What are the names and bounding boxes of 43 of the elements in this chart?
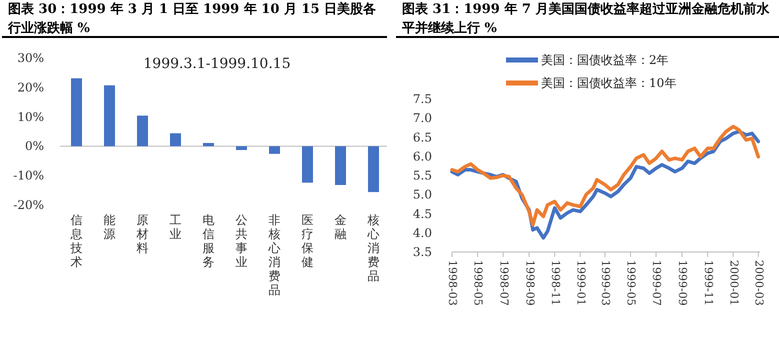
- x-tick-label: 核心消费品: [366, 213, 380, 283]
- x-tick-label: 2000-03: [752, 260, 766, 306]
- x-tick-label: 工业: [170, 213, 182, 241]
- chart-title: 图表 30：1999 年 3 月 1 日至 1999 年 10 月 15 日美股各行业涨跌幅 %: [2, 0, 387, 38]
- y-tick-label: 10%: [17, 110, 44, 124]
- x-tick-label: 能源: [104, 213, 116, 241]
- x-tick-label: 信息技术: [70, 213, 82, 269]
- annotation: 1999.3.1-1999.10.15: [143, 56, 291, 72]
- x-tick-label: 1999-03: [599, 260, 612, 306]
- y-tick-label: 7.0: [412, 111, 432, 126]
- y-tick-label: 4.5: [412, 206, 432, 221]
- x-tick-label: 1999-05: [624, 260, 638, 306]
- y-tick-label: 5.5: [412, 168, 432, 182]
- y-tick-label: 6.5: [412, 130, 432, 144]
- x-tick-label: 2000-01: [727, 260, 740, 306]
- y-tick-label: 3.5: [412, 245, 432, 259]
- y-tick-label: 20%: [17, 80, 44, 94]
- y-tick-label: 5.0: [412, 188, 432, 202]
- x-tick-label: 电信服务: [202, 213, 214, 269]
- x-tick-label: 1998-09: [523, 260, 536, 306]
- x-tick-label: 1998-07: [497, 260, 510, 306]
- x-tick-label: 1999-01: [574, 260, 588, 306]
- chart-title: 图表 31：1999 年 7 月美国国债收益率超过亚洲金融危机前水平并继续上行 %: [396, 0, 779, 38]
- y-tick-label: 0%: [24, 139, 44, 154]
- y-tick-label: -10%: [13, 168, 44, 183]
- x-tick-label: 1998-05: [472, 260, 485, 306]
- x-tick-label: 金融: [334, 213, 346, 241]
- x-tick-label: 医疗保健: [302, 213, 314, 269]
- x-tick-label: 1999-09: [676, 260, 690, 306]
- x-tick-label: 1998-11: [548, 260, 562, 306]
- legend-label: 美国：国债收益率：10年: [541, 76, 676, 90]
- x-tick-label: 非核心消费品: [268, 213, 280, 297]
- x-tick-label: 1999-11: [702, 260, 715, 306]
- y-tick-label: 6.0: [412, 149, 432, 164]
- y-tick-label: 30%: [17, 51, 44, 65]
- y-tick-label: 4.0: [412, 226, 432, 240]
- x-tick-label: 公共事业: [236, 213, 248, 269]
- y-tick-label: 7.5: [412, 92, 432, 106]
- x-tick-label: 1998-03: [446, 260, 460, 306]
- x-tick-label: 原材料: [136, 213, 148, 255]
- legend-label: 美国：国债收益率：2年: [541, 53, 669, 67]
- x-tick-label: 1999-07: [650, 260, 664, 306]
- y-tick-label: -20%: [13, 198, 44, 212]
